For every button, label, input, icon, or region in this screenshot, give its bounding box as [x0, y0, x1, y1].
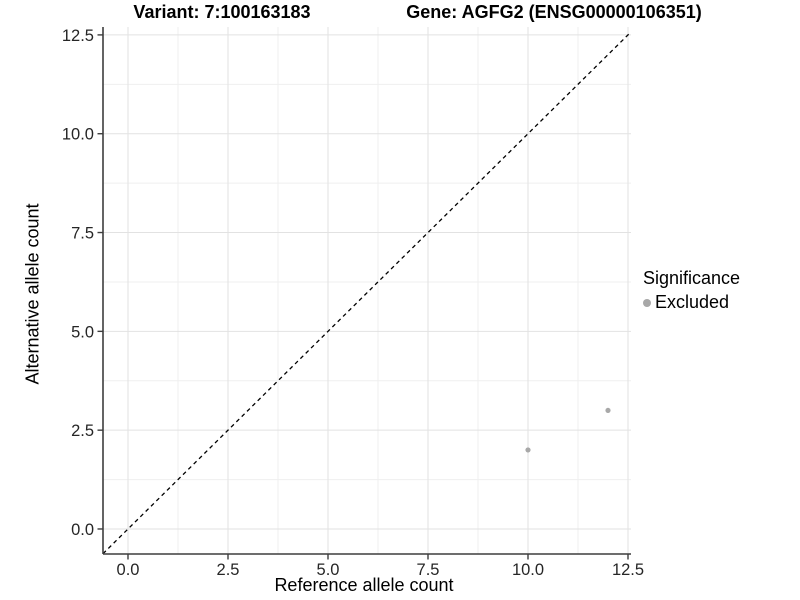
identity-line — [102, 31, 632, 555]
x-tick-label: 12.5 — [612, 561, 644, 579]
y-tick-label: 0.0 — [71, 521, 94, 539]
y-tick-label: 7.5 — [71, 225, 94, 243]
y-tick-label: 5.0 — [71, 323, 94, 341]
legend-item-label: Excluded — [655, 292, 730, 312]
x-axis-title: Reference allele count — [274, 575, 454, 595]
y-axis-title: Alternative allele count — [22, 203, 43, 385]
y-tick-label: 2.5 — [71, 422, 94, 440]
x-tick-label: 5.0 — [317, 561, 340, 579]
x-tick-label: 10.0 — [512, 561, 544, 579]
plot-title-gene: Gene: AGFG2 (ENSG00000106351) — [406, 2, 702, 22]
x-tick-label: 7.5 — [417, 561, 440, 579]
x-tick-label: 0.0 — [117, 561, 140, 579]
legend: Significance Excluded — [643, 268, 740, 313]
legend-point-icon — [643, 298, 651, 307]
data-point — [525, 447, 531, 453]
legend-title: Significance — [643, 268, 741, 288]
x-tick-label: 2.5 — [217, 561, 240, 579]
y-tick-label: 12.5 — [62, 27, 94, 45]
y-tick-label: 10.0 — [62, 126, 94, 144]
data-point — [605, 407, 611, 414]
plot-title-variant: Variant: 7:100163183 — [133, 2, 311, 22]
legend-item-excluded: Excluded — [643, 292, 740, 313]
